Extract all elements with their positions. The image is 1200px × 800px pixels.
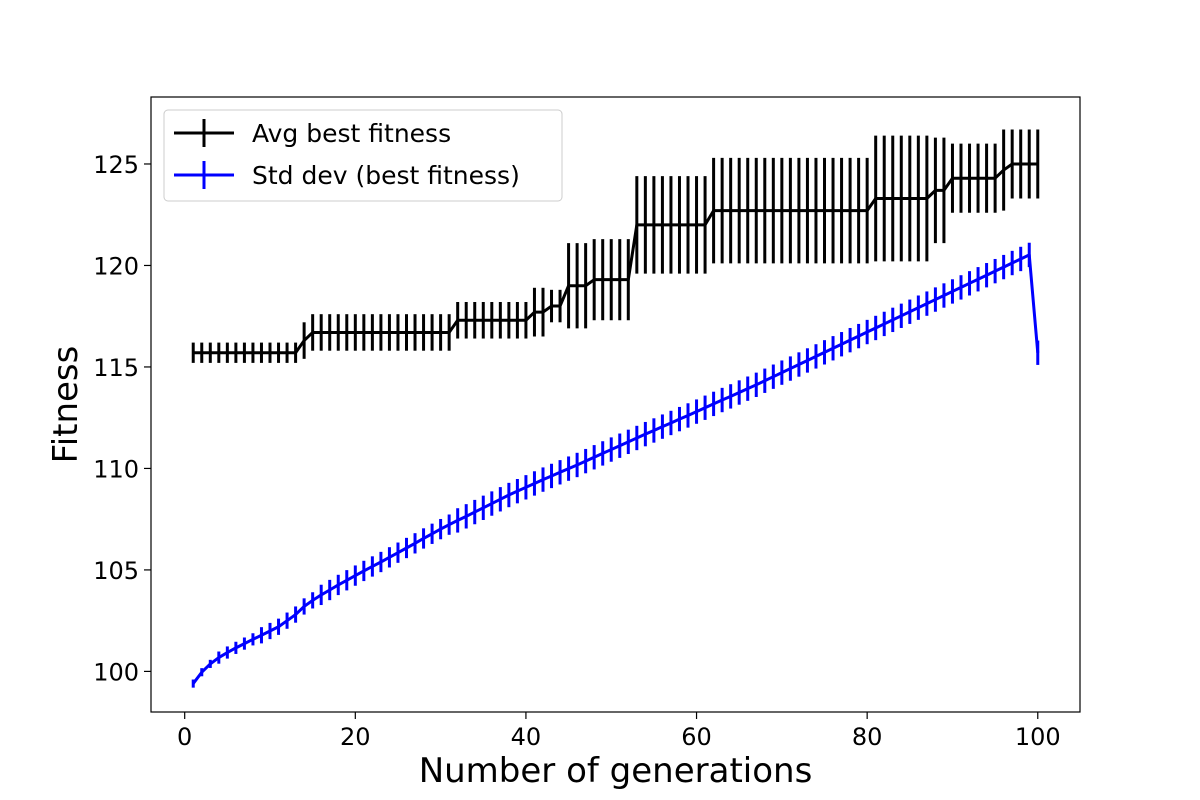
y-tick-label: 110 xyxy=(93,455,139,483)
plot-content xyxy=(191,129,1040,688)
series-1 xyxy=(191,129,1040,363)
legend: Avg best fitness Std dev (best fitness) xyxy=(163,109,563,202)
legend-entry: Avg best fitness xyxy=(174,119,451,148)
y-tick-label: 120 xyxy=(93,252,139,280)
series-2 xyxy=(191,242,1040,688)
legend-entry: Std dev (best fitness) xyxy=(174,161,520,190)
x-axis-label: Number of generations xyxy=(419,751,813,791)
x-tick-label: 100 xyxy=(1015,723,1061,751)
legend-label: Avg best fitness xyxy=(252,119,451,148)
series-line xyxy=(193,162,1038,355)
series-line xyxy=(192,253,1040,685)
y-tick-label: 115 xyxy=(93,354,139,382)
x-tick-label: 0 xyxy=(177,723,192,751)
x-tick-label: 40 xyxy=(511,723,542,751)
x-tick-label: 20 xyxy=(340,723,371,751)
y-tick-label: 100 xyxy=(93,658,139,686)
plot-frame xyxy=(150,96,1081,713)
y-axis-label: Fitness xyxy=(46,346,86,464)
axis-ticks: 0 20 40 60 80 100 100 105 110 115 120 125 xyxy=(93,151,1060,751)
x-tick-label: 60 xyxy=(681,723,712,751)
legend-box xyxy=(163,109,563,202)
x-tick-label: 80 xyxy=(852,723,883,751)
y-tick-label: 105 xyxy=(93,557,139,585)
legend-label: Std dev (best fitness) xyxy=(252,161,520,190)
y-tick-label: 125 xyxy=(93,151,139,179)
